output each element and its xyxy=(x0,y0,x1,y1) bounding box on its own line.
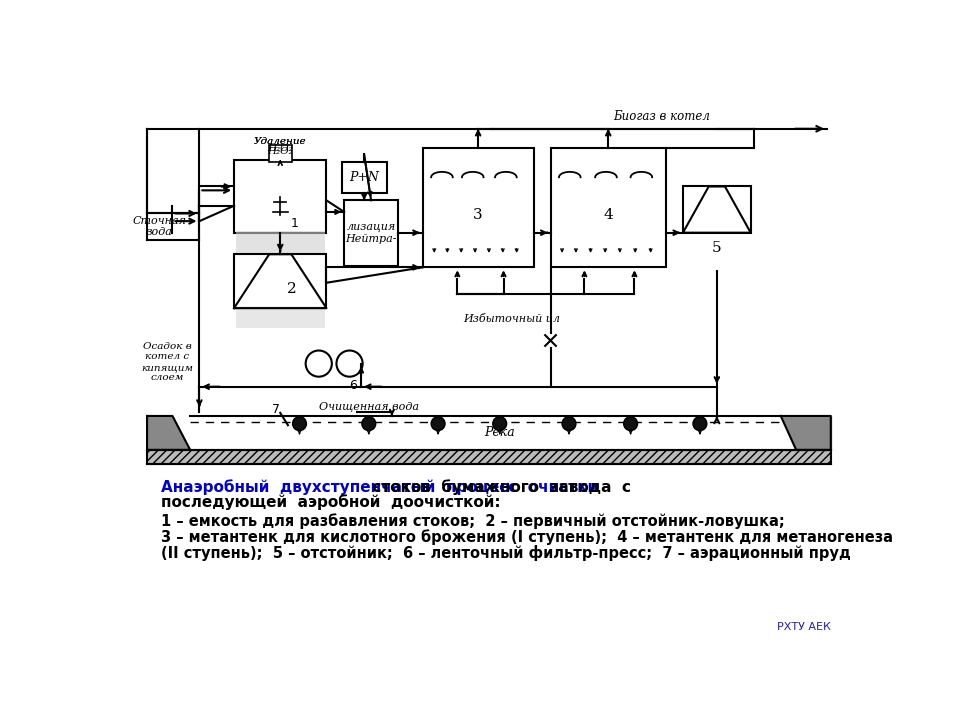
Bar xyxy=(550,148,666,267)
Text: 5: 5 xyxy=(712,241,722,255)
Text: Осадок в
котел с
кипящим
слоем: Осадок в котел с кипящим слоем xyxy=(141,342,193,382)
Text: лизация: лизация xyxy=(347,222,396,232)
Text: H₂O₂: H₂O₂ xyxy=(268,147,293,156)
Text: Очищенная вода: Очищенная вода xyxy=(319,402,419,412)
Bar xyxy=(422,148,535,267)
Circle shape xyxy=(492,417,507,431)
Text: Избыточный ил: Избыточный ил xyxy=(463,314,560,324)
Bar xyxy=(269,145,292,162)
Text: 6: 6 xyxy=(349,379,357,392)
Text: 1: 1 xyxy=(290,217,298,230)
Text: P+N: P+N xyxy=(349,171,379,184)
Text: Нейтра-: Нейтра- xyxy=(346,234,396,244)
Circle shape xyxy=(293,417,306,431)
Circle shape xyxy=(362,417,375,431)
Text: Удаление: Удаление xyxy=(254,137,306,145)
Bar xyxy=(234,160,326,233)
Text: 4: 4 xyxy=(604,208,613,222)
Polygon shape xyxy=(147,416,190,450)
Bar xyxy=(235,307,324,328)
Polygon shape xyxy=(780,416,830,450)
Bar xyxy=(344,200,398,266)
Text: стоков  бумажного  завода  с: стоков бумажного завода с xyxy=(367,479,631,495)
Text: 7: 7 xyxy=(273,403,280,416)
Text: 1 – емкость для разбавления стоков;  2 – первичный отстойник-ловушка;: 1 – емкость для разбавления стоков; 2 – … xyxy=(161,513,784,528)
Circle shape xyxy=(693,417,707,431)
Text: H₂O₂: H₂O₂ xyxy=(268,145,293,153)
Bar xyxy=(234,254,326,308)
Text: последующей  аэробной  доочисткой:: последующей аэробной доочисткой: xyxy=(161,495,500,510)
Text: Сточная
вода: Сточная вода xyxy=(132,216,186,238)
Text: 3: 3 xyxy=(473,208,483,222)
Circle shape xyxy=(624,417,637,431)
Bar xyxy=(235,231,324,258)
Circle shape xyxy=(562,417,576,431)
Circle shape xyxy=(431,417,445,431)
Text: 3 – метантенк для кислотного брожения (I ступень);  4 – метантенк для метаногене: 3 – метантенк для кислотного брожения (I… xyxy=(161,529,893,545)
Text: Река: Река xyxy=(485,426,516,439)
Bar xyxy=(342,162,387,193)
Text: РХТУ АЕК: РХТУ АЕК xyxy=(777,621,830,631)
Bar xyxy=(683,186,751,233)
Text: 2: 2 xyxy=(287,282,297,296)
Text: Биогаз в котел: Биогаз в котел xyxy=(613,110,709,123)
Text: Анаэробный  двухступенчатый  процесс  очистки: Анаэробный двухступенчатый процесс очист… xyxy=(161,479,598,495)
Bar xyxy=(147,450,830,464)
Text: (II ступень);  5 – отстойник;  6 – ленточный фильтр-пресс;  7 – аэрационный пруд: (II ступень); 5 – отстойник; 6 – ленточн… xyxy=(161,545,851,562)
Text: Удаление: Удаление xyxy=(254,138,306,146)
